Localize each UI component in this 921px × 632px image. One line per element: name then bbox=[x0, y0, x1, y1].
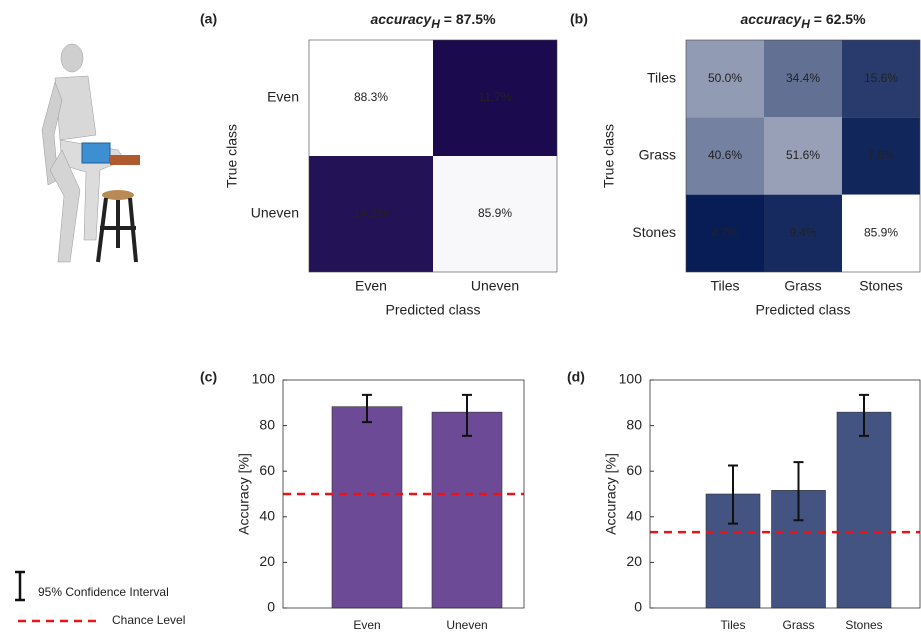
y-axis-label: Accuracy [%] bbox=[236, 453, 252, 535]
col-label: Uneven bbox=[471, 278, 519, 294]
title-rest: = 62.5% bbox=[810, 11, 866, 27]
row-label: Grass bbox=[639, 147, 676, 163]
panel-label: (a) bbox=[200, 11, 217, 27]
y-tick-label: 0 bbox=[267, 599, 275, 615]
y-tick-label: 0 bbox=[634, 599, 642, 615]
cell-label: 11.7% bbox=[478, 90, 511, 104]
bar bbox=[432, 412, 502, 608]
panel-label: (b) bbox=[570, 11, 588, 27]
x-tick-label: Grass bbox=[782, 618, 814, 632]
cell-label: 4.7% bbox=[711, 226, 739, 240]
figure: (a)accuracyH = 87.5%88.3%11.7%14.1%85.9%… bbox=[0, 0, 921, 632]
col-label: Even bbox=[355, 278, 387, 294]
cell-label: 15.6% bbox=[864, 71, 898, 85]
col-label: Tiles bbox=[710, 278, 739, 294]
bar bbox=[837, 412, 891, 608]
x-axis-label: Predicted class bbox=[386, 302, 481, 318]
y-tick-label: 100 bbox=[619, 371, 643, 387]
row-label: Stones bbox=[632, 224, 676, 240]
cell-label: 7.8% bbox=[867, 148, 895, 162]
y-axis-label: Accuracy [%] bbox=[603, 453, 619, 535]
y-axis-label: True class bbox=[601, 124, 617, 188]
legend-ci-label: 95% Confidence Interval bbox=[38, 585, 169, 599]
title-main: accuracy bbox=[740, 11, 802, 27]
col-label: Grass bbox=[784, 278, 821, 294]
y-tick-label: 40 bbox=[626, 508, 642, 524]
title-rest: = 87.5% bbox=[440, 11, 496, 27]
y-tick-label: 80 bbox=[626, 416, 642, 432]
x-tick-label: Tiles bbox=[721, 618, 746, 632]
x-tick-label: Stones bbox=[845, 618, 882, 632]
col-label: Stones bbox=[859, 278, 903, 294]
person-illustration bbox=[42, 44, 140, 262]
y-tick-label: 20 bbox=[259, 553, 275, 569]
bar bbox=[332, 407, 402, 608]
chart-title: accuracyH = 62.5% bbox=[740, 11, 866, 31]
x-tick-label: Even bbox=[353, 618, 380, 632]
cell-label: 40.6% bbox=[708, 148, 742, 162]
legend-chance-label: Chance Level bbox=[112, 613, 185, 627]
y-axis-label: True class bbox=[224, 124, 240, 188]
title-main: accuracy bbox=[370, 11, 432, 27]
x-tick-label: Uneven bbox=[446, 618, 487, 632]
x-axis-label: Predicted class bbox=[756, 302, 851, 318]
chart-title: accuracyH = 87.5% bbox=[370, 11, 496, 31]
y-tick-label: 100 bbox=[252, 371, 276, 387]
row-label: Even bbox=[267, 89, 299, 105]
y-tick-label: 60 bbox=[259, 462, 275, 478]
panel-label: (d) bbox=[567, 369, 585, 385]
cell-label: 9.4% bbox=[789, 226, 817, 240]
cell-label: 50.0% bbox=[708, 71, 742, 85]
cell-label: 14.1% bbox=[354, 206, 388, 220]
row-label: Uneven bbox=[251, 205, 299, 221]
legend-ci-icon bbox=[15, 572, 25, 600]
cell-label: 88.3% bbox=[354, 90, 388, 104]
y-tick-label: 60 bbox=[626, 462, 642, 478]
y-tick-label: 20 bbox=[626, 553, 642, 569]
y-tick-label: 80 bbox=[259, 416, 275, 432]
panel-label: (c) bbox=[200, 369, 217, 385]
title-sub: H bbox=[431, 17, 440, 31]
cell-label: 85.9% bbox=[478, 206, 512, 220]
title-sub: H bbox=[801, 17, 810, 31]
row-label: Tiles bbox=[647, 69, 676, 85]
cell-label: 34.4% bbox=[786, 71, 820, 85]
cell-label: 51.6% bbox=[786, 148, 820, 162]
cell-label: 85.9% bbox=[864, 226, 898, 240]
y-tick-label: 40 bbox=[259, 508, 275, 524]
